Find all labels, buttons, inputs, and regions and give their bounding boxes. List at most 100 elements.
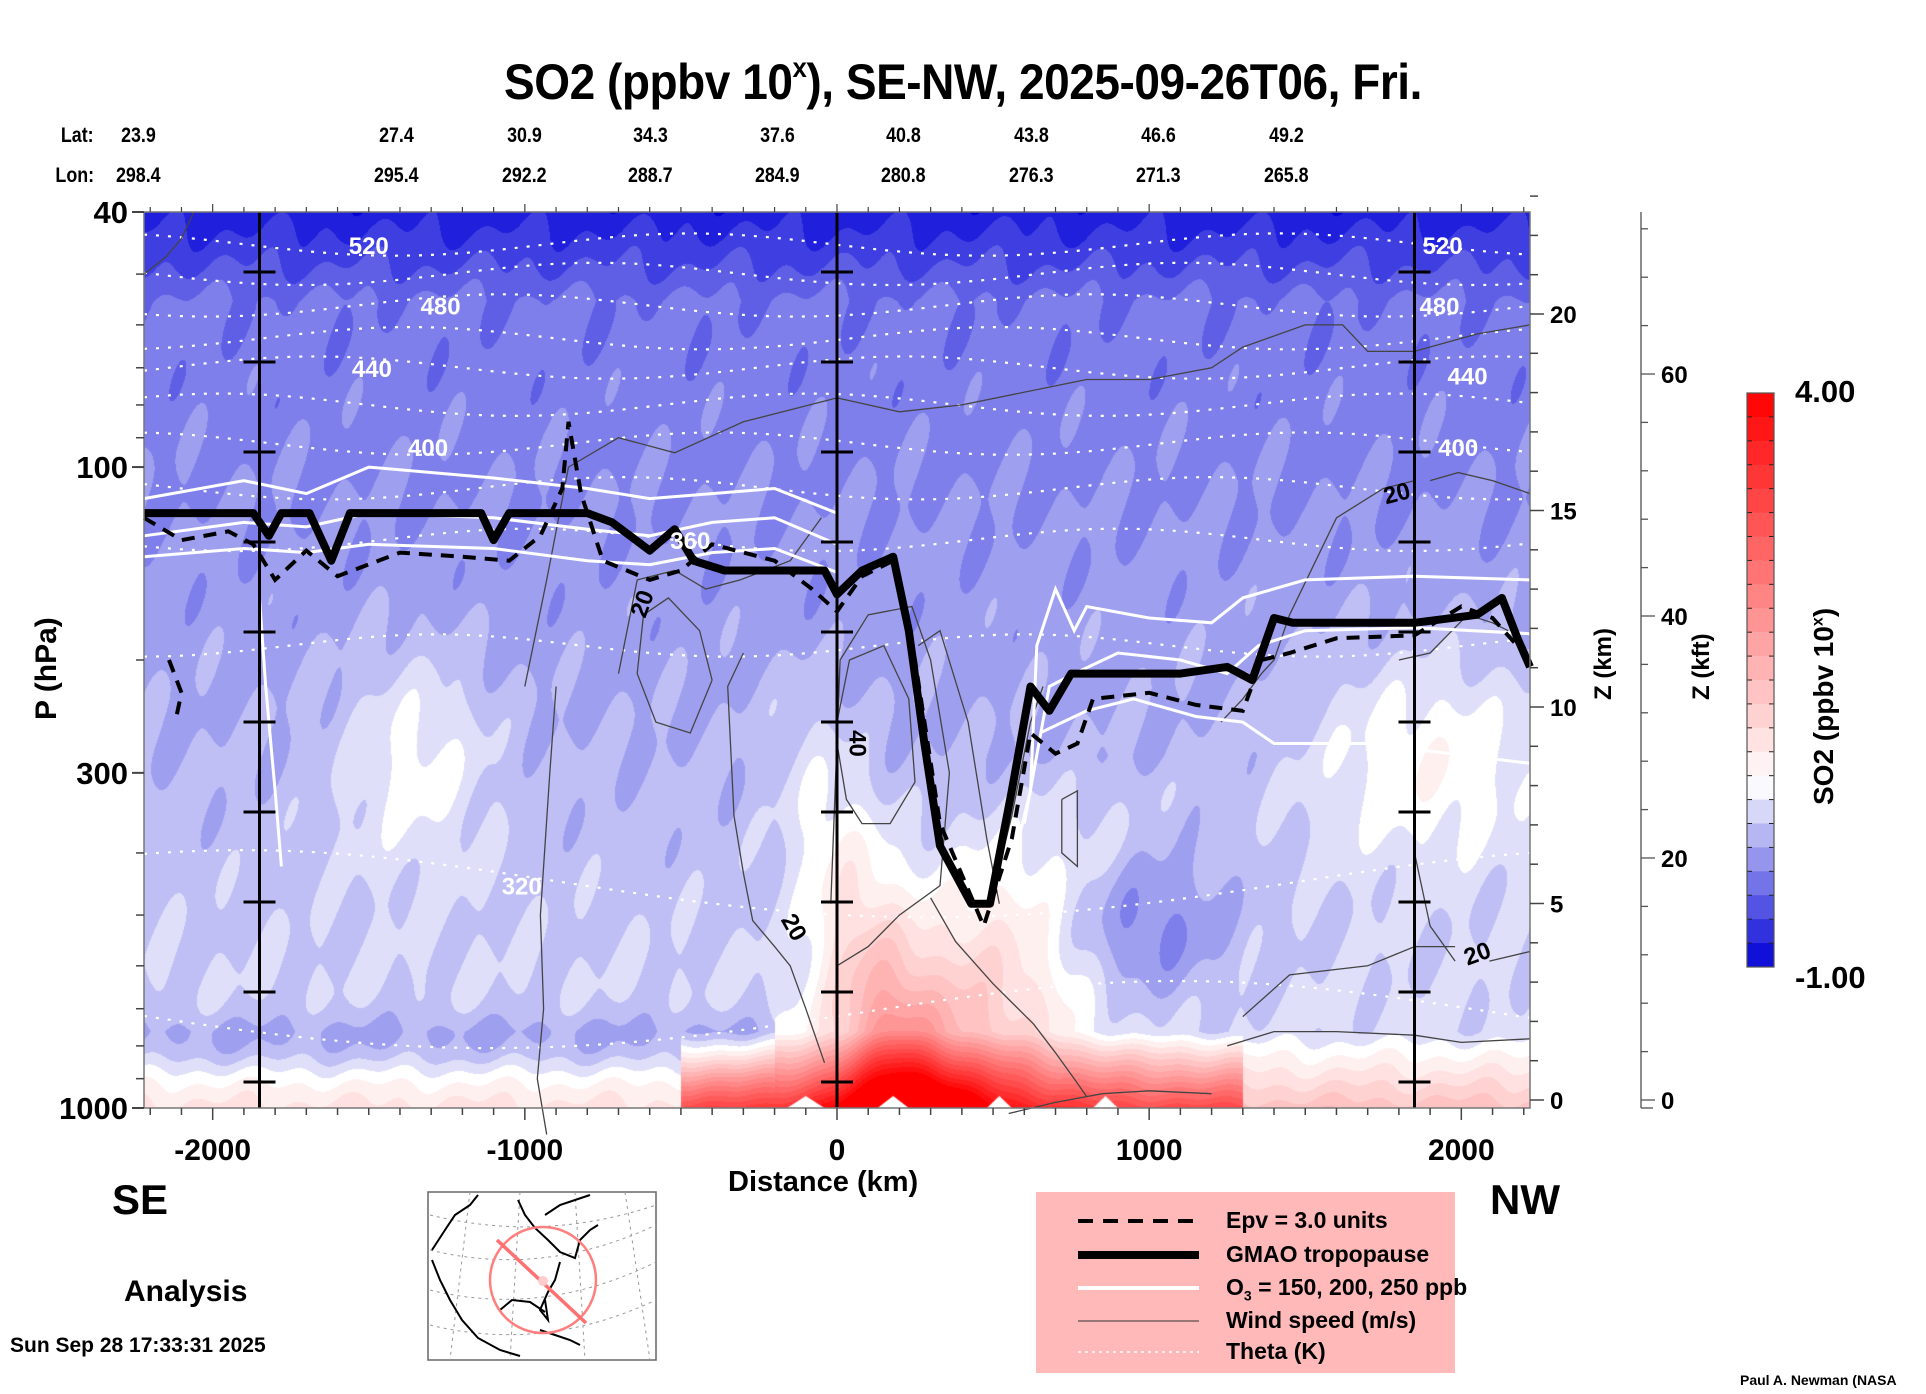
zkm-tick-label: 10 — [1550, 695, 1577, 722]
legend-ozone-sub: 3 — [1243, 1287, 1252, 1304]
map-coastline — [431, 1194, 479, 1251]
theta-label: 320 — [502, 874, 542, 901]
wind-speed-contour — [1227, 1030, 1531, 1047]
colorbar-frame — [1746, 392, 1775, 968]
map-coastline — [499, 1298, 546, 1313]
colorbar-segment — [1747, 775, 1774, 801]
ozone-contour — [143, 542, 838, 574]
epv-contour-line — [167, 659, 184, 723]
colorbar-segment — [1747, 823, 1774, 848]
wind-speed-contour — [727, 652, 826, 1064]
theta-label: 440 — [1448, 364, 1488, 391]
colorbar-segment — [1747, 488, 1774, 514]
map-coastline — [431, 1259, 521, 1357]
p-tick-label: 100 — [76, 450, 128, 485]
colorbar-segment — [1747, 536, 1774, 561]
lat-value: 34.3 — [633, 124, 669, 147]
left-direction-label: SE — [112, 1176, 169, 1223]
ozone-contour — [1010, 574, 1531, 867]
map-graticule — [429, 1224, 657, 1261]
colorbar-segment — [1747, 440, 1774, 466]
analysis-label: Analysis — [124, 1275, 248, 1308]
colorbar-segment — [1747, 919, 1774, 944]
colorbar-segment — [1747, 416, 1774, 442]
zkft-tick-label: 0 — [1661, 1088, 1674, 1115]
colorbar-segment — [1747, 680, 1774, 705]
colorbar-segment — [1747, 751, 1774, 777]
colorbar-segment — [1747, 632, 1774, 657]
wind-speed-contour — [1429, 471, 1531, 495]
colorbar-label-end: ) — [1808, 607, 1839, 618]
lon-value: 265.8 — [1263, 164, 1309, 187]
zkft-tick-label: 20 — [1661, 846, 1688, 873]
colorbar-min-label: -1.00 — [1795, 960, 1866, 995]
wind-speed-contour — [1220, 479, 1415, 723]
wind-speed-label: 20 — [775, 909, 812, 946]
wind-speed-contour — [1061, 789, 1079, 868]
colorbar-segment — [1747, 943, 1774, 968]
lat-value: 23.9 — [121, 124, 156, 147]
x-tick-label: -1000 — [486, 1134, 563, 1167]
x-tick-label: 1000 — [1116, 1134, 1183, 1167]
wind-speed-contour — [1413, 852, 1456, 962]
lat-value: 37.6 — [759, 124, 795, 147]
y-axis-label: P (hPa) — [30, 617, 63, 720]
p-tick-label: 300 — [76, 756, 128, 791]
colorbar-segment — [1747, 584, 1774, 609]
map-coastline — [544, 1194, 591, 1216]
wind-speed-contour — [930, 897, 1088, 1097]
lat-value: 43.8 — [1014, 124, 1050, 147]
z-kft-axis-label: Z (kft) — [1688, 633, 1715, 700]
zkft-tick-label: 40 — [1661, 604, 1688, 631]
colorbar-segment — [1747, 727, 1774, 753]
credit-label: Paul A. Newman (NASA — [1740, 1372, 1897, 1388]
zkm-tick-label: 5 — [1550, 892, 1563, 919]
lon-value: 271.3 — [1135, 164, 1181, 187]
lon-value: 295.4 — [373, 164, 419, 187]
ozone-contour — [1022, 626, 1531, 824]
wind-speed-contour — [636, 597, 713, 734]
legend-item-ozone: O3 = 150, 200, 250 ppb — [1226, 1274, 1467, 1304]
theta-label: 480 — [421, 294, 461, 321]
colorbar-label-text: SO2 (ppbv 10 — [1808, 626, 1839, 805]
wind-speed-contour — [536, 686, 557, 1135]
lon-value: 292.2 — [501, 164, 547, 187]
x-tick-label: 0 — [829, 1134, 846, 1167]
wind-speed-label: 40 — [843, 730, 870, 757]
colorbar — [1746, 392, 1775, 968]
map-graticule — [624, 1191, 651, 1361]
colorbar-segment — [1747, 895, 1774, 920]
title-text-rest: ), SE-NW, 2025-09-26T06, Fri. — [806, 54, 1422, 110]
lon-value: 288.7 — [628, 164, 674, 187]
ozone-contour — [1039, 697, 1531, 765]
vertical-markers — [243, 212, 1431, 1108]
axes: -2000 -1000 0 1000 2000 40 100 300 1000 0 5 10 15 20 0… — [59, 195, 1688, 1167]
theta-label: 520 — [1423, 233, 1463, 260]
legend-item-theta: Theta (K) — [1226, 1338, 1326, 1364]
chart-title: SO2 (ppbv 10x), SE-NW, 2025-09-26T06, Fr… — [77, 52, 1849, 111]
theta-label: 400 — [1438, 435, 1478, 462]
right-direction-label: NW — [1490, 1176, 1560, 1223]
colorbar-segment — [1747, 393, 1774, 418]
legend-item-epv: Epv = 3.0 units — [1226, 1207, 1388, 1233]
lat-value: 49.2 — [1268, 124, 1304, 147]
lon-value: 298.4 — [115, 164, 161, 187]
map-graticule — [449, 1191, 471, 1361]
colorbar-segment — [1747, 799, 1774, 824]
zkm-tick-label: 20 — [1550, 302, 1577, 329]
zkm-tick-label: 0 — [1550, 1088, 1563, 1115]
wind-speed-contour — [917, 629, 1000, 904]
x-axis-label: Distance (km) — [728, 1166, 919, 1198]
lon-value: 284.9 — [754, 164, 800, 187]
p-tick-label: 40 — [94, 195, 128, 230]
x-tick-label: -2000 — [174, 1134, 251, 1167]
map-range-circle — [488, 1225, 598, 1335]
legend-item-tropopause: GMAO tropopause — [1226, 1241, 1430, 1267]
wind-speed-contour — [143, 211, 195, 275]
colorbar-max-label: 4.00 — [1795, 374, 1856, 409]
colorbar-segment — [1747, 608, 1774, 633]
colorbar-segment — [1747, 703, 1774, 729]
map-frame — [427, 1191, 657, 1361]
map-coastline — [538, 1261, 561, 1324]
